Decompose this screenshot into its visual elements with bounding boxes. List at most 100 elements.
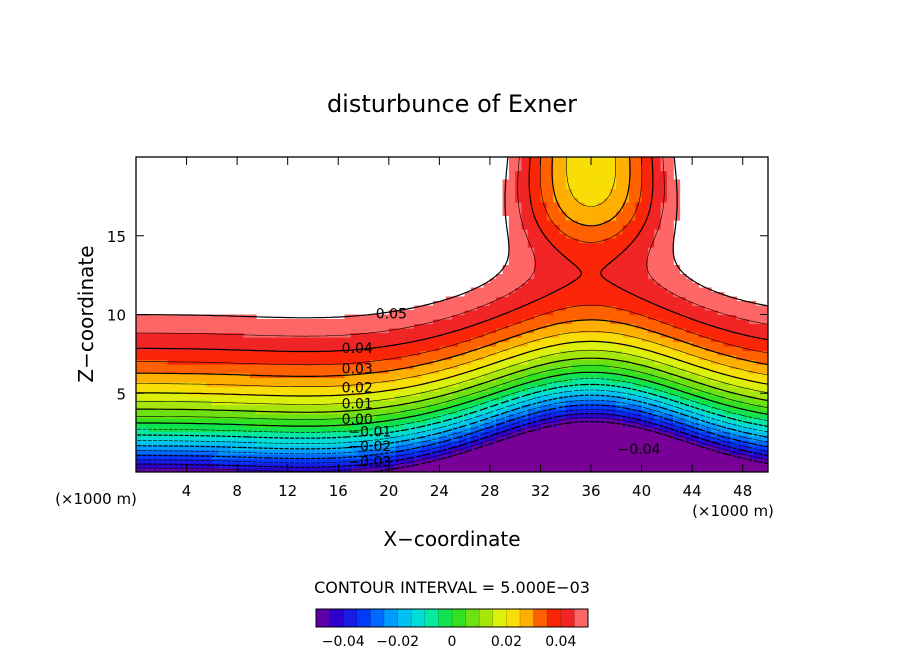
field-cell bbox=[256, 427, 263, 433]
field-cell bbox=[186, 332, 194, 338]
field-cell bbox=[755, 449, 763, 455]
field-cell bbox=[401, 409, 409, 415]
field-cell bbox=[597, 220, 605, 226]
field-cell bbox=[521, 251, 529, 257]
field-cell bbox=[584, 328, 592, 334]
contour-line bbox=[136, 349, 768, 405]
field-cell bbox=[692, 431, 700, 437]
field-cell bbox=[540, 157, 548, 163]
field-cell bbox=[350, 418, 358, 424]
field-cell bbox=[496, 296, 504, 302]
field-cell bbox=[597, 445, 605, 451]
field-cell bbox=[230, 323, 238, 329]
field-cell bbox=[452, 368, 459, 374]
field-cell bbox=[515, 355, 523, 361]
field-cell bbox=[603, 184, 611, 190]
field-cell bbox=[736, 355, 744, 361]
field-cell bbox=[635, 310, 643, 316]
field-cell bbox=[654, 202, 662, 208]
field-cell bbox=[180, 400, 188, 406]
field-cell bbox=[154, 368, 162, 374]
field-cell bbox=[559, 260, 567, 266]
field-cell bbox=[654, 274, 662, 280]
field-cell bbox=[654, 458, 662, 464]
field-cell bbox=[148, 341, 156, 347]
field-cell bbox=[578, 413, 586, 419]
field-cell bbox=[508, 323, 516, 329]
field-cell bbox=[515, 382, 523, 388]
field-cell bbox=[414, 395, 421, 401]
field-cell bbox=[483, 458, 491, 464]
field-cell bbox=[464, 355, 472, 361]
field-cell bbox=[591, 350, 598, 356]
field-cell bbox=[534, 391, 542, 397]
field-cell bbox=[730, 332, 737, 338]
field-cell bbox=[565, 292, 573, 298]
field-cell bbox=[647, 454, 655, 460]
field-cell bbox=[755, 328, 763, 334]
field-cell bbox=[312, 364, 320, 370]
field-cell bbox=[673, 296, 681, 302]
field-cell bbox=[294, 377, 301, 383]
field-cell bbox=[502, 409, 510, 415]
field-cell bbox=[616, 206, 624, 212]
field-cell bbox=[388, 314, 396, 320]
field-cell bbox=[167, 418, 175, 424]
field-cell bbox=[546, 431, 554, 437]
field-cell bbox=[711, 449, 719, 455]
field-cell bbox=[647, 359, 655, 365]
field-cell bbox=[452, 467, 459, 472]
field-cell bbox=[173, 368, 181, 374]
field-cell bbox=[572, 206, 579, 212]
field-cell bbox=[452, 409, 459, 415]
field-cell bbox=[565, 431, 573, 437]
field-cell bbox=[142, 400, 150, 406]
field-cell bbox=[597, 215, 605, 221]
field-cell bbox=[527, 436, 535, 442]
field-cell bbox=[572, 359, 579, 365]
field-cell bbox=[382, 422, 390, 428]
field-cell bbox=[673, 314, 681, 320]
field-cell bbox=[142, 404, 150, 410]
field-cell bbox=[597, 418, 605, 424]
field-cell bbox=[180, 418, 188, 424]
field-cell bbox=[502, 463, 510, 469]
field-cell bbox=[647, 215, 655, 221]
field-cell bbox=[395, 427, 403, 433]
field-cell bbox=[452, 346, 459, 352]
field-cell bbox=[654, 431, 662, 437]
field-cell bbox=[578, 274, 586, 280]
field-cell bbox=[647, 467, 655, 472]
field-cell bbox=[350, 413, 358, 419]
field-cell bbox=[420, 314, 428, 320]
field-cell bbox=[369, 319, 377, 325]
field-cell bbox=[521, 359, 529, 365]
field-cell bbox=[654, 296, 662, 302]
field-cell bbox=[679, 391, 687, 397]
field-cell bbox=[306, 413, 314, 419]
field-cell bbox=[414, 463, 421, 469]
field-cell bbox=[698, 319, 706, 325]
field-cell bbox=[470, 400, 478, 406]
field-cell bbox=[654, 197, 662, 203]
field-cell bbox=[610, 229, 617, 235]
field-cell bbox=[483, 373, 491, 379]
field-cell bbox=[496, 467, 504, 472]
field-cell bbox=[736, 449, 744, 455]
field-cell bbox=[363, 449, 371, 455]
field-cell bbox=[508, 206, 516, 212]
field-cell bbox=[287, 364, 295, 370]
field-cell bbox=[736, 436, 744, 442]
field-cell bbox=[300, 431, 308, 437]
field-cell bbox=[515, 206, 523, 212]
field-cell bbox=[584, 386, 592, 392]
field-cell bbox=[173, 386, 181, 392]
field-cell bbox=[540, 283, 548, 289]
field-cell bbox=[382, 359, 390, 365]
field-cell bbox=[584, 413, 592, 419]
field-cell bbox=[666, 170, 674, 176]
field-cell bbox=[433, 400, 440, 406]
field-cell bbox=[218, 467, 226, 472]
field-cell bbox=[230, 418, 238, 424]
field-cell bbox=[331, 395, 339, 401]
